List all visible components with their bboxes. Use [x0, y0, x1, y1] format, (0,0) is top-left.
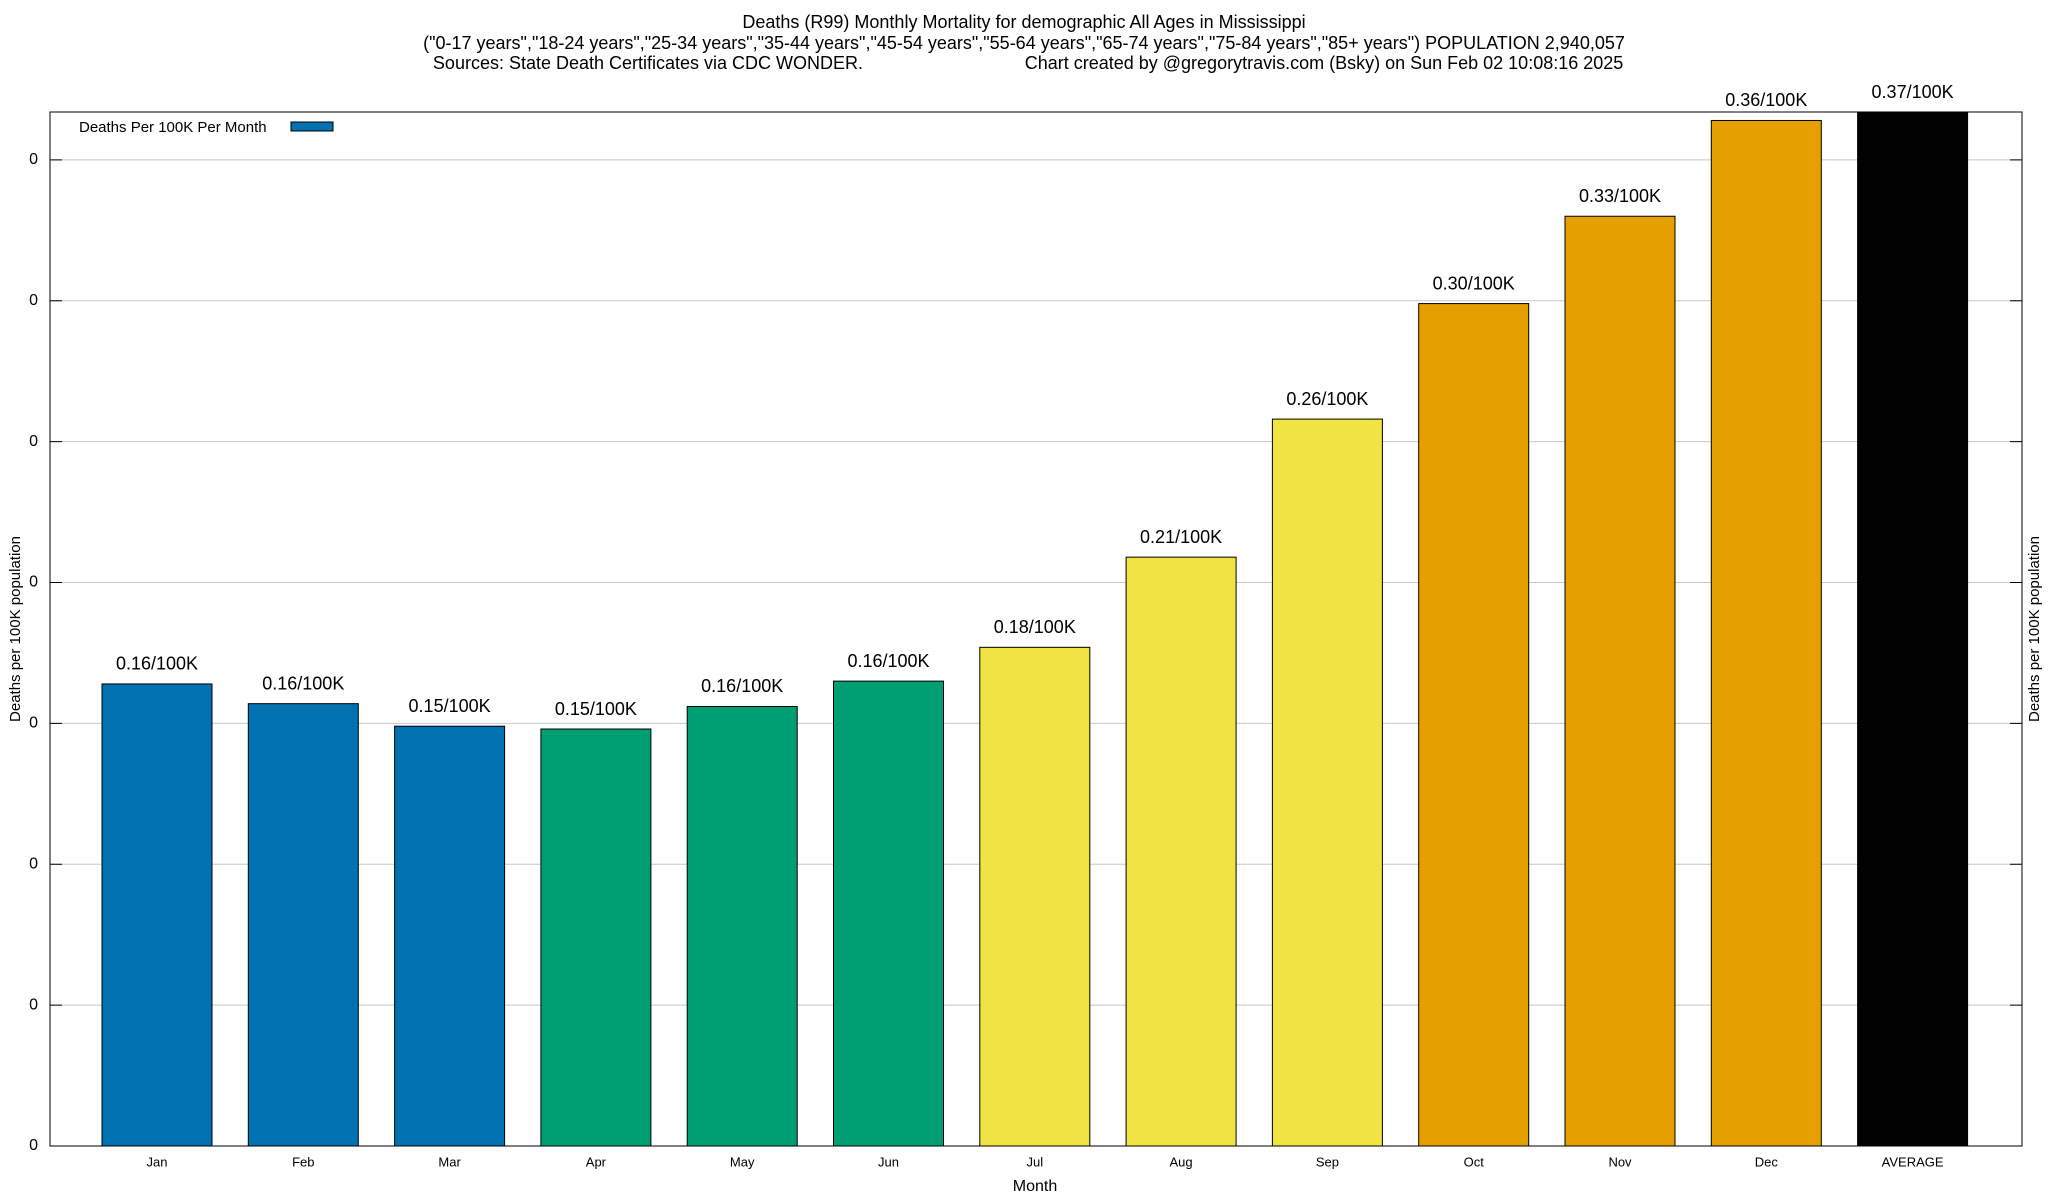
- bar: [1125, 556, 1237, 1146]
- bar: [1857, 112, 1969, 1146]
- bar: [394, 725, 506, 1146]
- y-tick-label: 0: [29, 715, 38, 732]
- bar: [833, 680, 944, 1146]
- bar: [686, 705, 798, 1146]
- bar: [540, 728, 652, 1146]
- bar: [979, 646, 1091, 1146]
- data-label: 0.26/100K: [1286, 389, 1368, 409]
- x-axis-label: Month: [1013, 1178, 1057, 1195]
- legend-label: Deaths Per 100K Per Month: [79, 119, 267, 136]
- data-label: 0.36/100K: [1725, 90, 1807, 110]
- data-label: 0.16/100K: [701, 676, 783, 696]
- y-tick-label: 0: [29, 996, 38, 1013]
- data-label: 0.16/100K: [116, 654, 198, 674]
- x-tick-label: Jun: [878, 1154, 899, 1169]
- sources: Sources: State Death Certificates via CD…: [433, 53, 863, 73]
- data-label: 0.15/100K: [409, 696, 491, 716]
- x-tick-label: Feb: [292, 1154, 314, 1169]
- plot-area: [101, 112, 1969, 1146]
- y-axis-label: Deaths per 100K population: [7, 536, 24, 722]
- y-tick-label: 0: [29, 574, 38, 591]
- x-tick-label: Mar: [438, 1154, 461, 1169]
- data-label: 0.15/100K: [555, 699, 637, 719]
- data-label: 0.21/100K: [1140, 527, 1222, 547]
- x-tick-label: AVERAGE: [1882, 1154, 1944, 1169]
- x-tick-label: Dec: [1755, 1154, 1779, 1169]
- data-label: 0.16/100K: [847, 651, 929, 671]
- data-label: 0.30/100K: [1433, 273, 1515, 293]
- legend-swatch: [290, 121, 334, 132]
- y-tick-label: 0: [29, 855, 38, 872]
- y2-axis-label: Deaths per 100K population: [2026, 536, 2043, 722]
- x-tick-label: Oct: [1464, 1154, 1485, 1169]
- y-tick-label: 0: [29, 151, 38, 168]
- plot-frame: [49, 111, 2023, 1147]
- bar: [101, 683, 213, 1146]
- chart-subtitle: ("0-17 years","18-24 years","25-34 years…: [423, 33, 1625, 53]
- x-tick-label: Jan: [147, 1154, 168, 1169]
- data-label: 0.18/100K: [994, 617, 1076, 637]
- x-tick-label: Nov: [1608, 1154, 1632, 1169]
- x-tick-label: Apr: [586, 1154, 607, 1169]
- y-tick-label: 0: [29, 433, 38, 450]
- bar: [247, 703, 359, 1146]
- bar: [1710, 119, 1822, 1146]
- data-label: 0.33/100K: [1579, 186, 1661, 206]
- x-tick-label: May: [730, 1154, 755, 1169]
- bar: [1564, 215, 1676, 1146]
- x-tick-label: Jul: [1026, 1154, 1043, 1169]
- x-tick-label: Aug: [1170, 1154, 1193, 1169]
- data-label: 0.16/100K: [262, 673, 344, 693]
- y-tick-label: 0: [29, 1137, 38, 1154]
- bar: [1271, 418, 1383, 1146]
- x-tick-label: Sep: [1316, 1154, 1339, 1169]
- bar: [1418, 303, 1530, 1146]
- credit: Chart created by @gregorytravis.com (Bsk…: [1025, 53, 1624, 73]
- chart-title: Deaths (R99) Monthly Mortality for demog…: [742, 12, 1305, 32]
- data-label: 0.37/100K: [1872, 82, 1954, 102]
- y-tick-label: 0: [29, 292, 38, 309]
